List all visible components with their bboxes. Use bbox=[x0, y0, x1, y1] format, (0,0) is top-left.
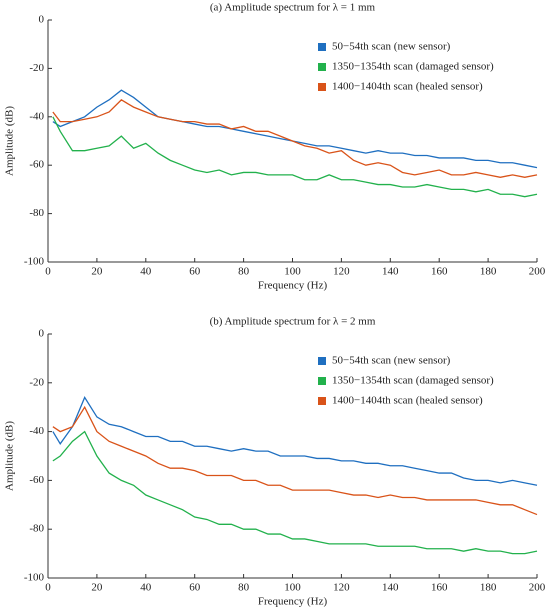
x-tick-label: 20 bbox=[91, 582, 103, 594]
x-tick-label: 0 bbox=[45, 266, 51, 278]
x-tick-label: 100 bbox=[284, 582, 301, 594]
series-line bbox=[52, 396, 538, 486]
chart-title: (b) Amplitude spectrum for λ = 2 mm bbox=[210, 316, 376, 328]
legend-label: 50−54th scan (new sensor) bbox=[332, 355, 451, 367]
x-tick-label: 40 bbox=[140, 582, 152, 594]
y-tick-label: -100 bbox=[24, 256, 45, 268]
y-tick-label: 0 bbox=[39, 14, 45, 26]
x-tick-label: 80 bbox=[238, 582, 250, 594]
legend-swatch bbox=[318, 357, 326, 365]
x-tick-label: 160 bbox=[431, 582, 448, 594]
y-axis-label: Amplitude (dB) bbox=[4, 106, 16, 176]
series-line bbox=[52, 99, 538, 178]
y-tick-label: -20 bbox=[29, 376, 44, 388]
y-tick-label: 0 bbox=[39, 328, 45, 340]
x-tick-label: 200 bbox=[529, 266, 546, 278]
x-axis-label: Frequency (Hz) bbox=[258, 596, 328, 608]
legend-swatch bbox=[318, 43, 326, 51]
series-line bbox=[52, 116, 538, 198]
y-tick-label: -80 bbox=[29, 523, 44, 535]
x-tick-label: 40 bbox=[140, 266, 152, 278]
y-tick-label: -60 bbox=[29, 159, 44, 171]
y-tick-label: -60 bbox=[29, 474, 44, 486]
legend-swatch bbox=[318, 397, 326, 405]
x-tick-label: 100 bbox=[284, 266, 301, 278]
legend-label: 1350−1354th scan (damaged sensor) bbox=[332, 375, 494, 387]
y-axis-label: Amplitude (dB) bbox=[4, 421, 16, 491]
x-tick-label: 160 bbox=[431, 266, 448, 278]
legend-swatch bbox=[318, 63, 326, 71]
x-tick-label: 60 bbox=[189, 582, 201, 594]
x-tick-label: 140 bbox=[382, 266, 399, 278]
y-tick-label: -100 bbox=[24, 572, 45, 584]
legend-label: 1400−1404th scan (healed sensor) bbox=[332, 395, 483, 407]
series-line bbox=[52, 405, 538, 516]
chart-title: (a) Amplitude spectrum for λ = 1 mm bbox=[210, 2, 376, 14]
legend-label: 50−54th scan (new sensor) bbox=[332, 41, 451, 53]
x-tick-label: 120 bbox=[333, 582, 350, 594]
legend-swatch bbox=[318, 83, 326, 91]
y-tick-label: -40 bbox=[29, 425, 44, 437]
series-line bbox=[52, 430, 538, 555]
x-axis-label: Frequency (Hz) bbox=[258, 280, 328, 292]
x-tick-label: 60 bbox=[189, 266, 201, 278]
x-tick-label: 0 bbox=[45, 582, 51, 594]
x-tick-label: 180 bbox=[480, 582, 497, 594]
y-tick-label: -40 bbox=[29, 110, 44, 122]
y-tick-label: -20 bbox=[29, 62, 44, 74]
x-tick-label: 80 bbox=[238, 266, 250, 278]
x-tick-label: 20 bbox=[91, 266, 103, 278]
x-tick-label: 120 bbox=[333, 266, 350, 278]
x-tick-label: 180 bbox=[480, 266, 497, 278]
x-tick-label: 200 bbox=[529, 582, 546, 594]
legend-label: 1400−1404th scan (healed sensor) bbox=[332, 81, 483, 93]
x-tick-label: 140 bbox=[382, 582, 399, 594]
y-tick-label: -80 bbox=[29, 207, 44, 219]
legend-label: 1350−1354th scan (damaged sensor) bbox=[332, 61, 494, 73]
legend-swatch bbox=[318, 377, 326, 385]
